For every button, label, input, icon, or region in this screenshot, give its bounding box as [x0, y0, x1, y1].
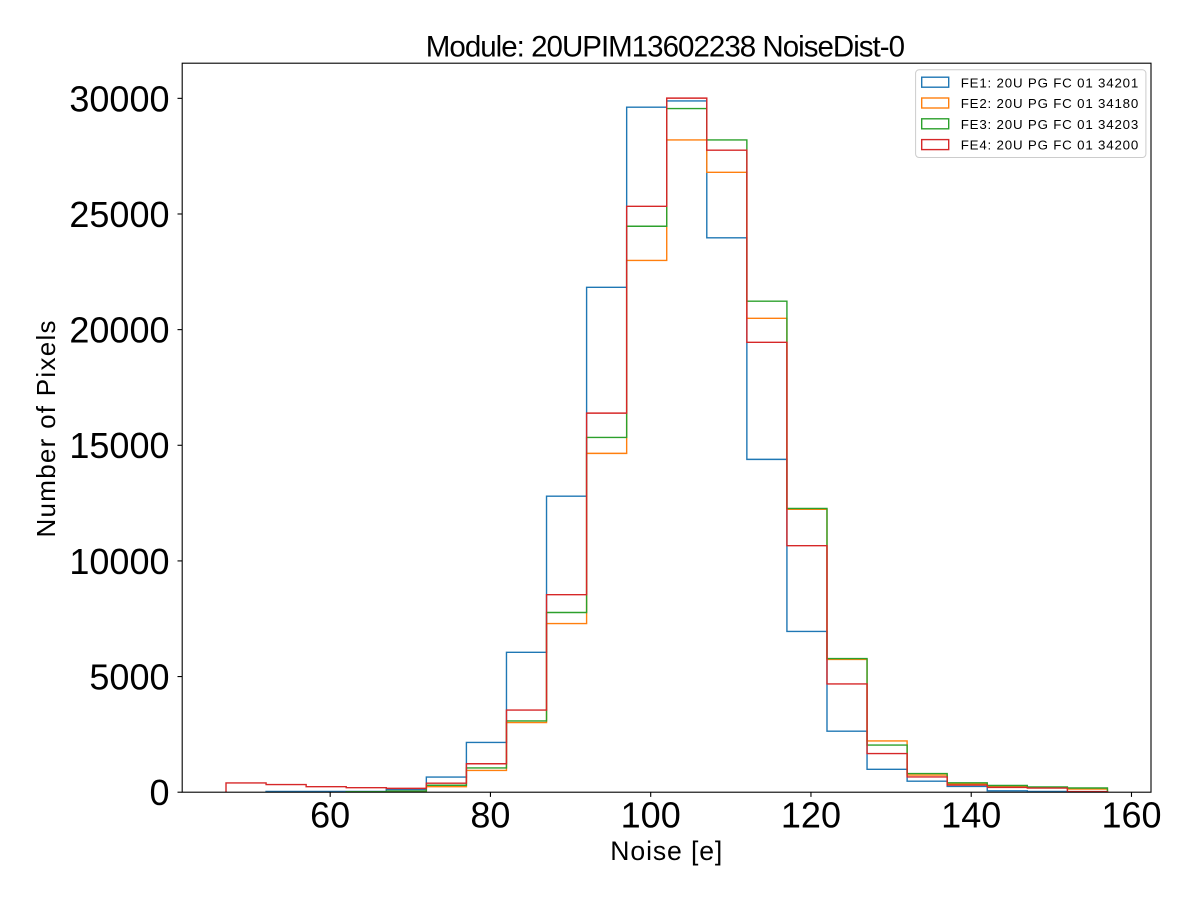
- svg-text:FE1: 20U PG FC 01 34201: FE1: 20U PG FC 01 34201: [961, 75, 1139, 90]
- svg-text:80: 80: [470, 795, 510, 836]
- svg-text:FE4: 20U PG FC 01 34200: FE4: 20U PG FC 01 34200: [961, 138, 1139, 153]
- svg-text:0: 0: [149, 772, 169, 813]
- svg-text:60: 60: [310, 795, 350, 836]
- svg-text:20000: 20000: [69, 310, 169, 351]
- svg-text:160: 160: [1101, 795, 1161, 836]
- svg-text:140: 140: [941, 795, 1001, 836]
- svg-text:FE3: 20U PG FC 01 34203: FE3: 20U PG FC 01 34203: [961, 117, 1139, 132]
- svg-text:Number of Pixels: Number of Pixels: [31, 321, 61, 538]
- svg-text:Module: 20UPIM13602238 NoiseDi: Module: 20UPIM13602238 NoiseDist-0: [426, 30, 905, 63]
- svg-text:15000: 15000: [69, 425, 169, 466]
- svg-text:25000: 25000: [69, 194, 169, 235]
- svg-text:5000: 5000: [89, 656, 169, 697]
- svg-text:120: 120: [781, 795, 841, 836]
- svg-text:100: 100: [621, 795, 681, 836]
- svg-text:Noise [e]: Noise [e]: [610, 836, 722, 866]
- svg-text:10000: 10000: [69, 541, 169, 582]
- svg-text:FE2: 20U PG FC 01 34180: FE2: 20U PG FC 01 34180: [961, 96, 1139, 111]
- svg-text:30000: 30000: [69, 78, 169, 119]
